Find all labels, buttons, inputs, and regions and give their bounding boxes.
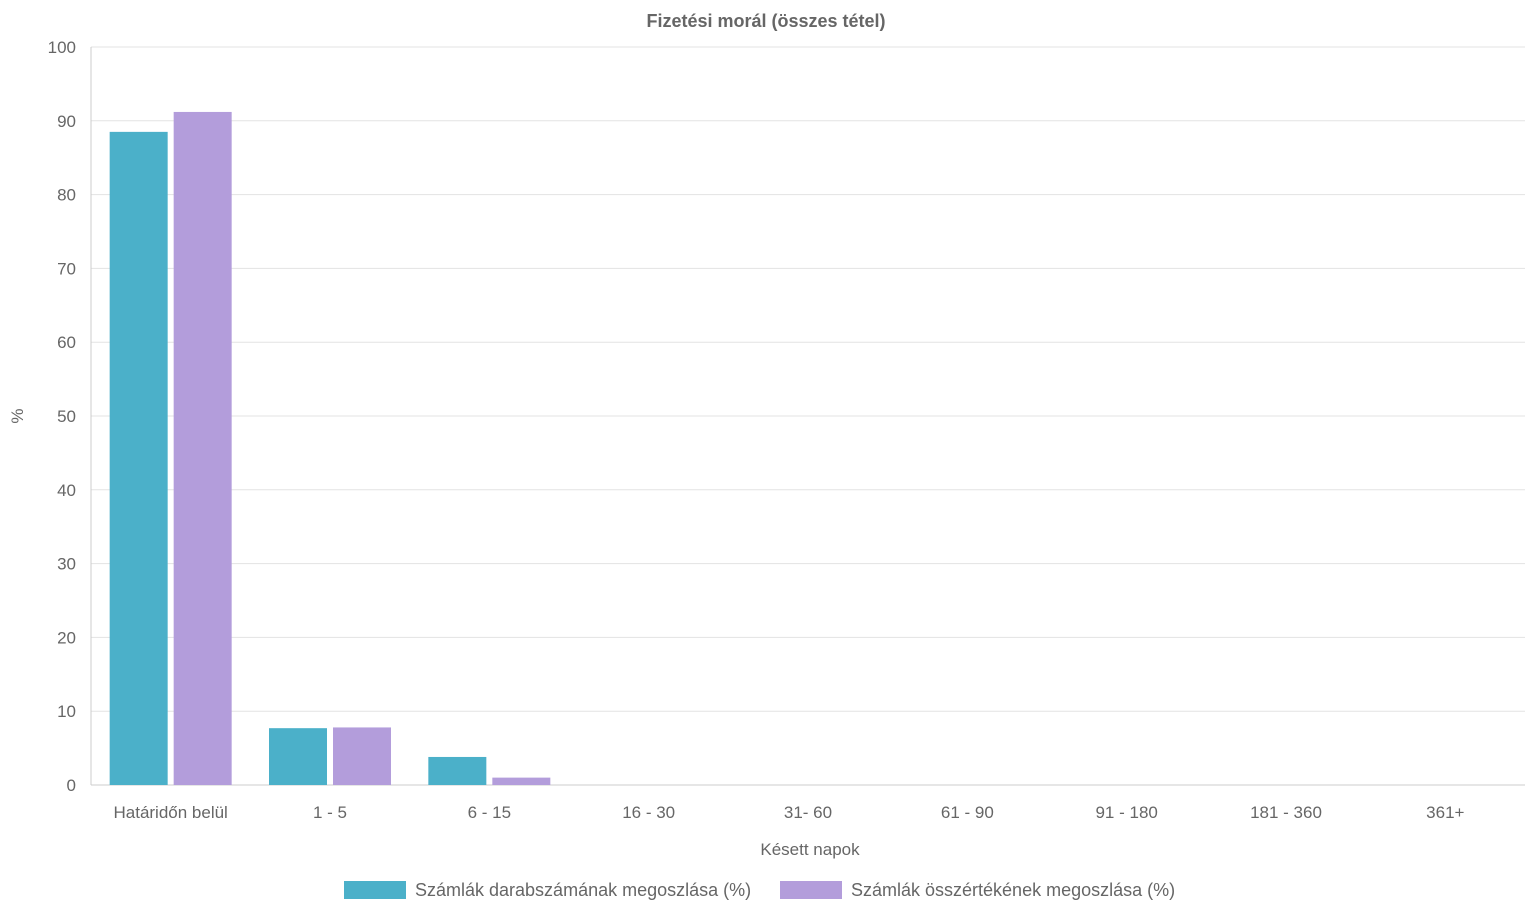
y-tick-label: 70 bbox=[57, 259, 76, 278]
y-tick-label: 10 bbox=[57, 702, 76, 721]
y-tick-label: 30 bbox=[57, 555, 76, 574]
y-tick-label: 100 bbox=[48, 38, 76, 57]
y-tick-label: 0 bbox=[67, 776, 76, 795]
x-axis-ticks: Határidőn belül 1 - 5 6 - 15 16 - 30 31- 60 6… bbox=[113, 803, 1464, 822]
x-tick-label: 1 - 5 bbox=[313, 803, 347, 822]
bar bbox=[109, 131, 168, 785]
y-axis-title: % bbox=[8, 408, 27, 423]
y-axis-ticks: 0 10 20 30 40 50 60 70 80 90 100 bbox=[48, 38, 76, 795]
gridlines bbox=[91, 46, 1525, 712]
x-tick-label: 181 - 360 bbox=[1250, 803, 1322, 822]
bar bbox=[269, 728, 327, 785]
bar bbox=[173, 111, 232, 786]
bar bbox=[333, 727, 391, 785]
legend-swatch[interactable] bbox=[780, 881, 842, 899]
x-tick-label: 91 - 180 bbox=[1095, 803, 1157, 822]
x-tick-label: 361+ bbox=[1426, 803, 1464, 822]
x-tick-label: Határidőn belül bbox=[113, 803, 227, 822]
x-tick-label: 6 - 15 bbox=[468, 803, 511, 822]
y-tick-label: 40 bbox=[57, 481, 76, 500]
x-tick-label: 31- 60 bbox=[784, 803, 832, 822]
chart-title: Fizetési morál (összes tétel) bbox=[646, 11, 885, 31]
bar bbox=[492, 777, 551, 785]
legend-label[interactable]: Számlák darabszámának megoszlása (%) bbox=[415, 880, 751, 900]
y-tick-label: 90 bbox=[57, 112, 76, 131]
y-tick-label: 20 bbox=[57, 628, 76, 647]
bars bbox=[109, 111, 551, 786]
legend-swatch[interactable] bbox=[344, 881, 406, 899]
y-tick-label: 80 bbox=[57, 186, 76, 205]
y-tick-label: 60 bbox=[57, 333, 76, 352]
y-tick-label: 50 bbox=[57, 407, 76, 426]
x-tick-label: 61 - 90 bbox=[941, 803, 994, 822]
legend: Számlák darabszámának megoszlása (%) Szám… bbox=[344, 880, 1175, 900]
bar bbox=[428, 756, 487, 785]
x-tick-label: 16 - 30 bbox=[622, 803, 675, 822]
x-axis-title: Késett napok bbox=[760, 840, 860, 859]
legend-label[interactable]: Számlák összértékének megoszlása (%) bbox=[851, 880, 1175, 900]
